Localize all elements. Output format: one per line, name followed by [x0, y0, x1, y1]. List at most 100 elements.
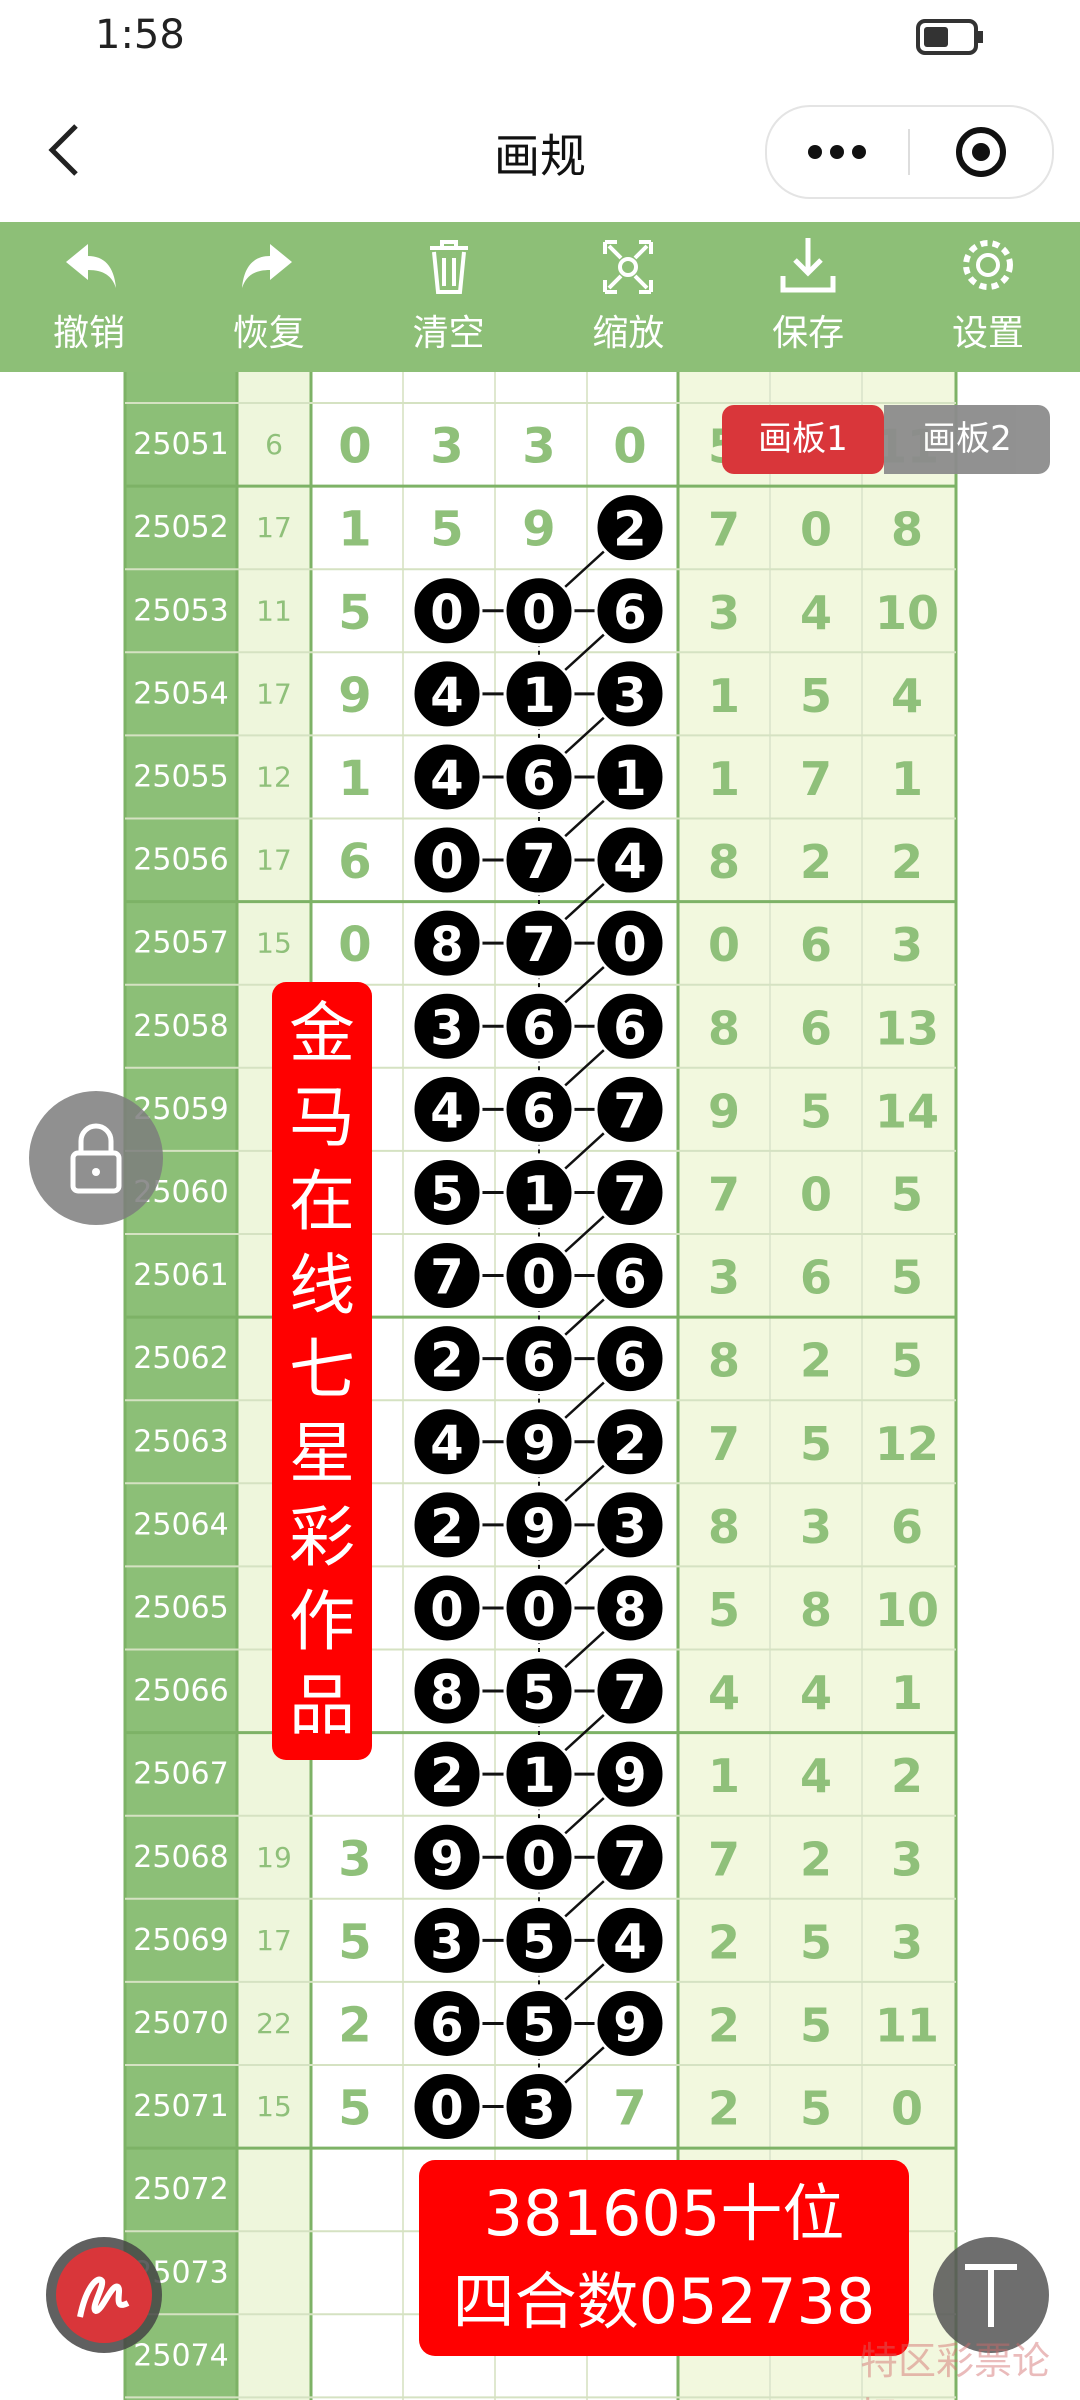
period: 25061 — [133, 1258, 228, 1293]
digit-circle — [594, 907, 666, 979]
right-value: 10 — [875, 1583, 939, 1637]
toolbar-button[interactable]: 设置 — [908, 232, 1068, 356]
digit: 7 — [613, 1831, 646, 1887]
toolbar-button[interactable]: 保存 — [728, 232, 888, 356]
digit: 4 — [613, 1914, 646, 1970]
digit: 8 — [613, 1582, 646, 1638]
digit: 6 — [613, 1250, 646, 1306]
pen-button[interactable] — [46, 2237, 162, 2353]
digit: 8 — [430, 1665, 463, 1721]
digit-circle — [411, 1904, 483, 1976]
right-value: 2 — [708, 1915, 740, 1969]
digit: 5 — [338, 585, 371, 641]
tab-button[interactable]: 画板2 — [884, 405, 1050, 474]
digit-circle — [594, 575, 666, 647]
digit-circle — [411, 907, 483, 979]
digit: 3 — [613, 1499, 646, 1555]
right-value: 14 — [875, 1084, 939, 1138]
digit-circle — [503, 1073, 575, 1145]
digit-circle — [503, 990, 575, 1062]
digit: 1 — [613, 751, 646, 807]
digit: 4 — [613, 834, 646, 890]
digit: 6 — [522, 1333, 555, 1389]
battery — [916, 19, 983, 55]
digit-circle — [503, 1323, 575, 1395]
toolbar-button[interactable]: 恢复 — [189, 232, 349, 356]
digit-circle — [411, 1821, 483, 1893]
digit-circle — [411, 1240, 483, 1312]
digit: 0 — [430, 834, 463, 890]
period: 25054 — [133, 676, 228, 711]
digit-circle — [503, 907, 575, 979]
right-value: 7 — [708, 1167, 740, 1221]
right-value: 3 — [891, 1832, 923, 1886]
digit: 1 — [522, 1166, 555, 1222]
digit-circle — [503, 741, 575, 813]
digit: 4 — [430, 1083, 463, 1139]
digit: 5 — [522, 1997, 555, 2053]
sum: 11 — [256, 594, 292, 627]
period: 25057 — [133, 926, 228, 961]
right-value: 5 — [800, 1417, 832, 1471]
toolbar-button[interactable]: 缩放 — [548, 232, 708, 356]
capsule — [765, 105, 1054, 199]
toolbar-icon — [429, 240, 468, 294]
digit-circle — [594, 1073, 666, 1145]
toolbar-button[interactable]: 撤销 — [9, 232, 169, 356]
digit-circle — [594, 824, 666, 896]
digit-circle — [503, 1987, 575, 2059]
digit: 6 — [613, 1333, 646, 1389]
digit: 6 — [522, 751, 555, 807]
period: 25070 — [133, 2006, 228, 2041]
right-value: 4 — [891, 669, 923, 723]
toolbar: 撤销 恢复 清空 缩放 保存 设置 — [0, 222, 1080, 372]
right-value: 12 — [875, 1417, 939, 1471]
period: 25068 — [133, 1840, 228, 1875]
digit-circle — [503, 658, 575, 730]
digit-circle — [594, 1240, 666, 1312]
digit: 7 — [613, 2081, 646, 2137]
right-value: 6 — [800, 918, 832, 972]
back-button[interactable] — [40, 120, 90, 180]
digit-circle — [411, 1406, 483, 1478]
toolbar-icon — [66, 244, 116, 288]
toolbar-button[interactable]: 清空 — [369, 232, 529, 356]
digit-circle — [411, 1572, 483, 1644]
digit-circle — [411, 2071, 483, 2143]
note-box: 381605十位 四合数052738 — [419, 2160, 909, 2356]
period: 25063 — [133, 1424, 228, 1459]
digit: 9 — [522, 1416, 555, 1472]
right-value: 9 — [708, 1084, 740, 1138]
period: 25069 — [133, 1923, 228, 1958]
sum: 22 — [256, 2007, 292, 2040]
digit-circle — [594, 1904, 666, 1976]
right-value: 8 — [708, 835, 740, 889]
digit: 9 — [522, 502, 555, 558]
right-value: 5 — [800, 1998, 832, 2052]
right-value: 8 — [800, 1583, 832, 1637]
digit: 8 — [430, 917, 463, 973]
tab-button[interactable]: 画板1 — [722, 405, 884, 474]
right-value: 2 — [800, 1832, 832, 1886]
text-button[interactable] — [933, 2237, 1049, 2353]
digit-circle — [411, 1655, 483, 1727]
digit: 9 — [338, 668, 371, 724]
right-value: 4 — [800, 586, 832, 640]
right-value: 7 — [800, 752, 832, 806]
period-column — [125, 372, 237, 2400]
right-value: 3 — [708, 586, 740, 640]
period: 25051 — [133, 427, 228, 462]
right-area — [678, 372, 956, 2400]
right-value: 2 — [708, 2082, 740, 2136]
lock-button[interactable] — [29, 1091, 163, 1225]
digit: 0 — [522, 1831, 555, 1887]
right-value: 0 — [708, 918, 740, 972]
digit: 3 — [430, 419, 463, 475]
digit: 9 — [613, 1748, 646, 1804]
digit-circle — [503, 575, 575, 647]
digit-circle — [503, 2071, 575, 2143]
digit-circle — [503, 1655, 575, 1727]
digit: 7 — [522, 834, 555, 890]
right-value: 0 — [800, 503, 832, 557]
digit-circle — [411, 1738, 483, 1810]
